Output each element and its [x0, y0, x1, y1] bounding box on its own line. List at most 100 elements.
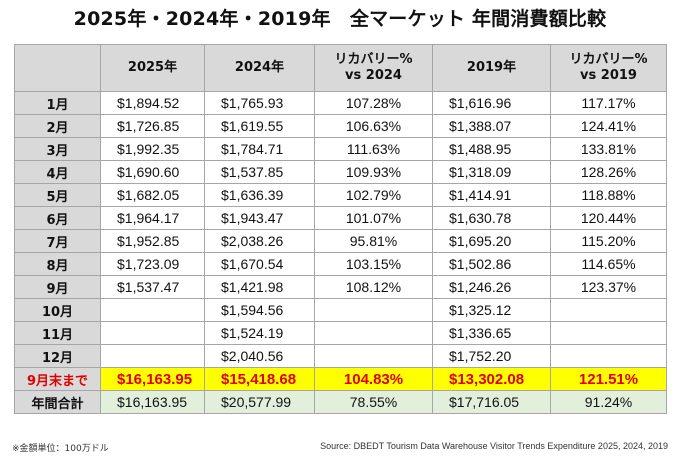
recovery-vs-2024: 101.07% — [314, 206, 433, 230]
value-2024: $1,765.93 — [204, 91, 315, 115]
value-2019: $1,695.20 — [432, 229, 551, 253]
value-2025: $1,537.47 — [100, 275, 205, 299]
value-2024: $1,670.54 — [204, 252, 315, 276]
value-2019: $1,752.20 — [432, 344, 551, 368]
table-row: 12月 $2,040.56 $1,752.20 — [14, 344, 667, 368]
recovery-vs-2019: 124.41% — [550, 114, 667, 138]
recovery-vs-2019: 118.88% — [550, 183, 667, 207]
table-row: 3月 $1,992.35 $1,784.71 111.63% $1,488.95 133.… — [14, 137, 667, 161]
ytd-2019: $13,302.08 — [432, 367, 551, 391]
value-2019: $1,336.65 — [432, 321, 551, 345]
annual-2019: $17,716.05 — [432, 390, 551, 414]
value-2025: $1,682.05 — [100, 183, 205, 207]
recovery-vs-2019 — [550, 344, 667, 368]
value-2019: $1,388.07 — [432, 114, 551, 138]
value-2024: $1,594.56 — [204, 298, 315, 322]
month-label: 8月 — [14, 252, 101, 276]
unit-footnote: ※金額単位：100万ドル — [12, 444, 109, 454]
ytd-2025: $16,163.95 — [100, 367, 205, 391]
value-2019: $1,318.09 — [432, 160, 551, 184]
table-row: 6月 $1,964.17 $1,943.47 101.07% $1,630.78 120.… — [14, 206, 667, 230]
recovery-vs-2024: 103.15% — [314, 252, 433, 276]
table-row: 1月 $1,894.52 $1,765.93 107.28% $1,616.96 117.… — [14, 91, 667, 115]
header-recovery-vs-2019: リカバリー% vs 2019 — [550, 44, 667, 92]
header-recovery-vs-2019-label: リカバリー% vs 2019 — [569, 52, 648, 83]
recovery-vs-2019 — [550, 298, 667, 322]
recovery-vs-2019: 117.17% — [550, 91, 667, 115]
ytd-2024: $15,418.68 — [204, 367, 315, 391]
annual-2025: $16,163.95 — [100, 390, 205, 414]
value-2024: $1,524.19 — [204, 321, 315, 345]
recovery-vs-2019: 133.81% — [550, 137, 667, 161]
annual-recovery-vs-2024: 78.55% — [314, 390, 433, 414]
month-label: 1月 — [14, 91, 101, 115]
recovery-vs-2024 — [314, 344, 433, 368]
header-2024-label: 2024年 — [234, 60, 285, 75]
value-2025: $1,726.85 — [100, 114, 205, 138]
month-label: 12月 — [14, 344, 101, 368]
recovery-vs-2019 — [550, 321, 667, 345]
recovery-vs-2024: 107.28% — [314, 91, 433, 115]
value-2019: $1,414.91 — [432, 183, 551, 207]
month-label: 7月 — [14, 229, 101, 253]
annual-2024: $20,577.99 — [204, 390, 315, 414]
header-recovery-vs-2024-label: リカバリー% vs 2024 — [334, 52, 413, 83]
table-row: 11月 $1,524.19 $1,336.65 — [14, 321, 667, 345]
recovery-vs-2024 — [314, 321, 433, 345]
value-2019: $1,488.95 — [432, 137, 551, 161]
value-2024: $1,636.39 — [204, 183, 315, 207]
month-label: 9月 — [14, 275, 101, 299]
header-2019-label: 2019年 — [466, 60, 517, 75]
header-2019: 2019年 — [432, 44, 551, 92]
header-2025-label: 2025年 — [127, 60, 178, 75]
value-2024: $1,619.55 — [204, 114, 315, 138]
value-2019: $1,502.86 — [432, 252, 551, 276]
value-2025: $1,690.60 — [100, 160, 205, 184]
table-row: 9月 $1,537.47 $1,421.98 108.12% $1,246.26 123.… — [14, 275, 667, 299]
header-2025: 2025年 — [100, 44, 205, 92]
value-2024: $1,537.85 — [204, 160, 315, 184]
month-label: 2月 — [14, 114, 101, 138]
table-row: 8月 $1,723.09 $1,670.54 103.15% $1,502.86 114.… — [14, 252, 667, 276]
value-2024: $1,943.47 — [204, 206, 315, 230]
recovery-vs-2024: 102.79% — [314, 183, 433, 207]
recovery-vs-2024: 106.63% — [314, 114, 433, 138]
value-2024: $1,784.71 — [204, 137, 315, 161]
value-2024: $1,421.98 — [204, 275, 315, 299]
recovery-vs-2024: 108.12% — [314, 275, 433, 299]
table-row: 7月 $1,952.85 $2,038.26 95.81% $1,695.20 115.2… — [14, 229, 667, 253]
table-row: 2月 $1,726.85 $1,619.55 106.63% $1,388.07 124.… — [14, 114, 667, 138]
table-header-row: 2025年 2024年 リカバリー% vs 2024 2019年 リカバリー% vs… — [14, 44, 667, 92]
annual-total-row: 年間合計 $16,163.95 $20,577.99 78.55% $17,716.05… — [14, 390, 667, 414]
value-2025: $1,894.52 — [100, 91, 205, 115]
ytd-recovery-vs-2019: 121.51% — [550, 367, 667, 391]
value-2019: $1,616.96 — [432, 91, 551, 115]
value-2019: $1,325.12 — [432, 298, 551, 322]
value-2025 — [100, 321, 205, 345]
header-2024: 2024年 — [204, 44, 315, 92]
value-2025: $1,723.09 — [100, 252, 205, 276]
recovery-vs-2024: 95.81% — [314, 229, 433, 253]
recovery-vs-2019: 123.37% — [550, 275, 667, 299]
table-row: 4月 $1,690.60 $1,537.85 109.93% $1,318.09 128.… — [14, 160, 667, 184]
recovery-vs-2024 — [314, 298, 433, 322]
recovery-vs-2024: 109.93% — [314, 160, 433, 184]
month-label: 4月 — [14, 160, 101, 184]
ytd-recovery-vs-2024: 104.83% — [314, 367, 433, 391]
value-2025: $1,952.85 — [100, 229, 205, 253]
annual-recovery-vs-2019: 91.24% — [550, 390, 667, 414]
page-title: 2025年・2024年・2019年 全マーケット 年間消費額比較 — [73, 8, 607, 30]
expenditure-comparison-table: 2025年 2024年 リカバリー% vs 2024 2019年 リカバリー% vs… — [14, 44, 667, 414]
table-row: 10月 $1,594.56 $1,325.12 — [14, 298, 667, 322]
month-label: 3月 — [14, 137, 101, 161]
month-label: 10月 — [14, 298, 101, 322]
value-2024: $2,038.26 — [204, 229, 315, 253]
value-2025 — [100, 298, 205, 322]
recovery-vs-2024: 111.63% — [314, 137, 433, 161]
value-2019: $1,246.26 — [432, 275, 551, 299]
table-row: 5月 $1,682.05 $1,636.39 102.79% $1,414.91 118.… — [14, 183, 667, 207]
value-2025: $1,992.35 — [100, 137, 205, 161]
value-2025 — [100, 344, 205, 368]
recovery-vs-2019: 115.20% — [550, 229, 667, 253]
source-note: Source: DBEDT Tourism Data Warehouse Vis… — [320, 441, 668, 451]
